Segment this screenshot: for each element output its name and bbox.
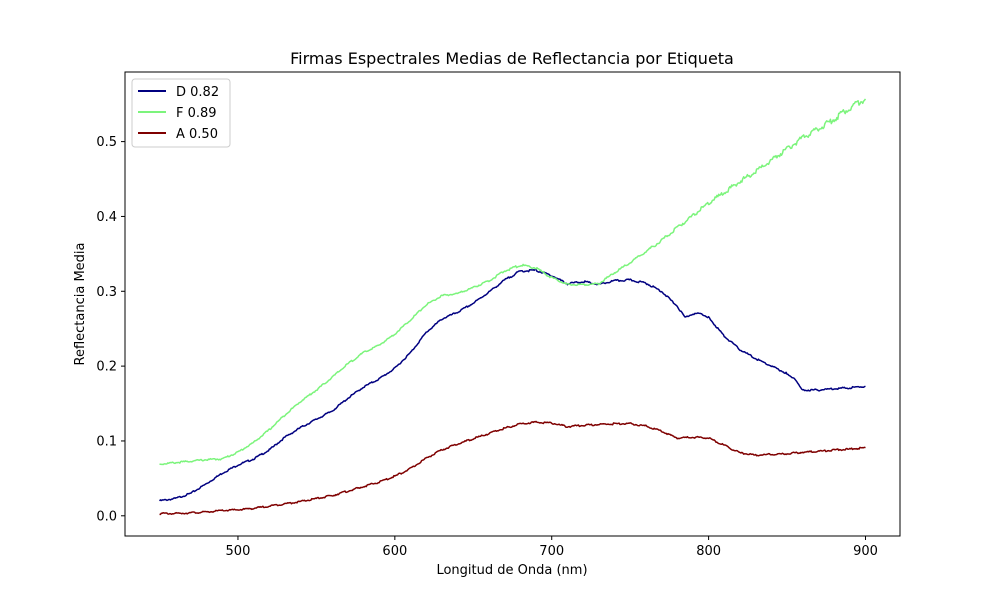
y-axis-label: Reflectancia Media bbox=[73, 243, 88, 366]
x-tick-label: 700 bbox=[539, 544, 564, 559]
legend-label-2: F 0.89 bbox=[176, 106, 217, 121]
x-tick-label: 500 bbox=[226, 544, 251, 559]
x-tick-label: 900 bbox=[853, 544, 878, 559]
series-line-1 bbox=[158, 268, 866, 502]
legend-label-1: D 0.82 bbox=[176, 85, 219, 100]
y-tick-label: 0.1 bbox=[96, 434, 117, 449]
y-axis-ticks: 0.0 0.1 0.2 0.3 0.4 0.5 bbox=[96, 135, 125, 524]
series-line-3 bbox=[159, 420, 866, 516]
y-tick-label: 0.4 bbox=[96, 210, 117, 225]
y-tick-label: 0.3 bbox=[96, 285, 117, 300]
plot-frame bbox=[124, 71, 901, 537]
x-tick-label: 800 bbox=[696, 544, 721, 559]
legend: D 0.82 F 0.89 A 0.50 bbox=[131, 78, 231, 148]
x-axis-label: Longitud de Onda (nm) bbox=[436, 563, 587, 578]
legend-box bbox=[131, 78, 231, 148]
y-tick-label: 0.5 bbox=[96, 135, 117, 150]
x-axis-ticks: 500 600 700 800 900 bbox=[226, 536, 878, 559]
series-group bbox=[158, 98, 867, 516]
series-line-2 bbox=[159, 98, 867, 466]
chart-title: Firmas Espectrales Medias de Reflectanci… bbox=[290, 49, 734, 68]
legend-label-3: A 0.50 bbox=[176, 127, 218, 142]
x-tick-label: 600 bbox=[382, 544, 407, 559]
y-tick-label: 0.2 bbox=[96, 360, 117, 375]
y-tick-label: 0.0 bbox=[96, 509, 117, 524]
